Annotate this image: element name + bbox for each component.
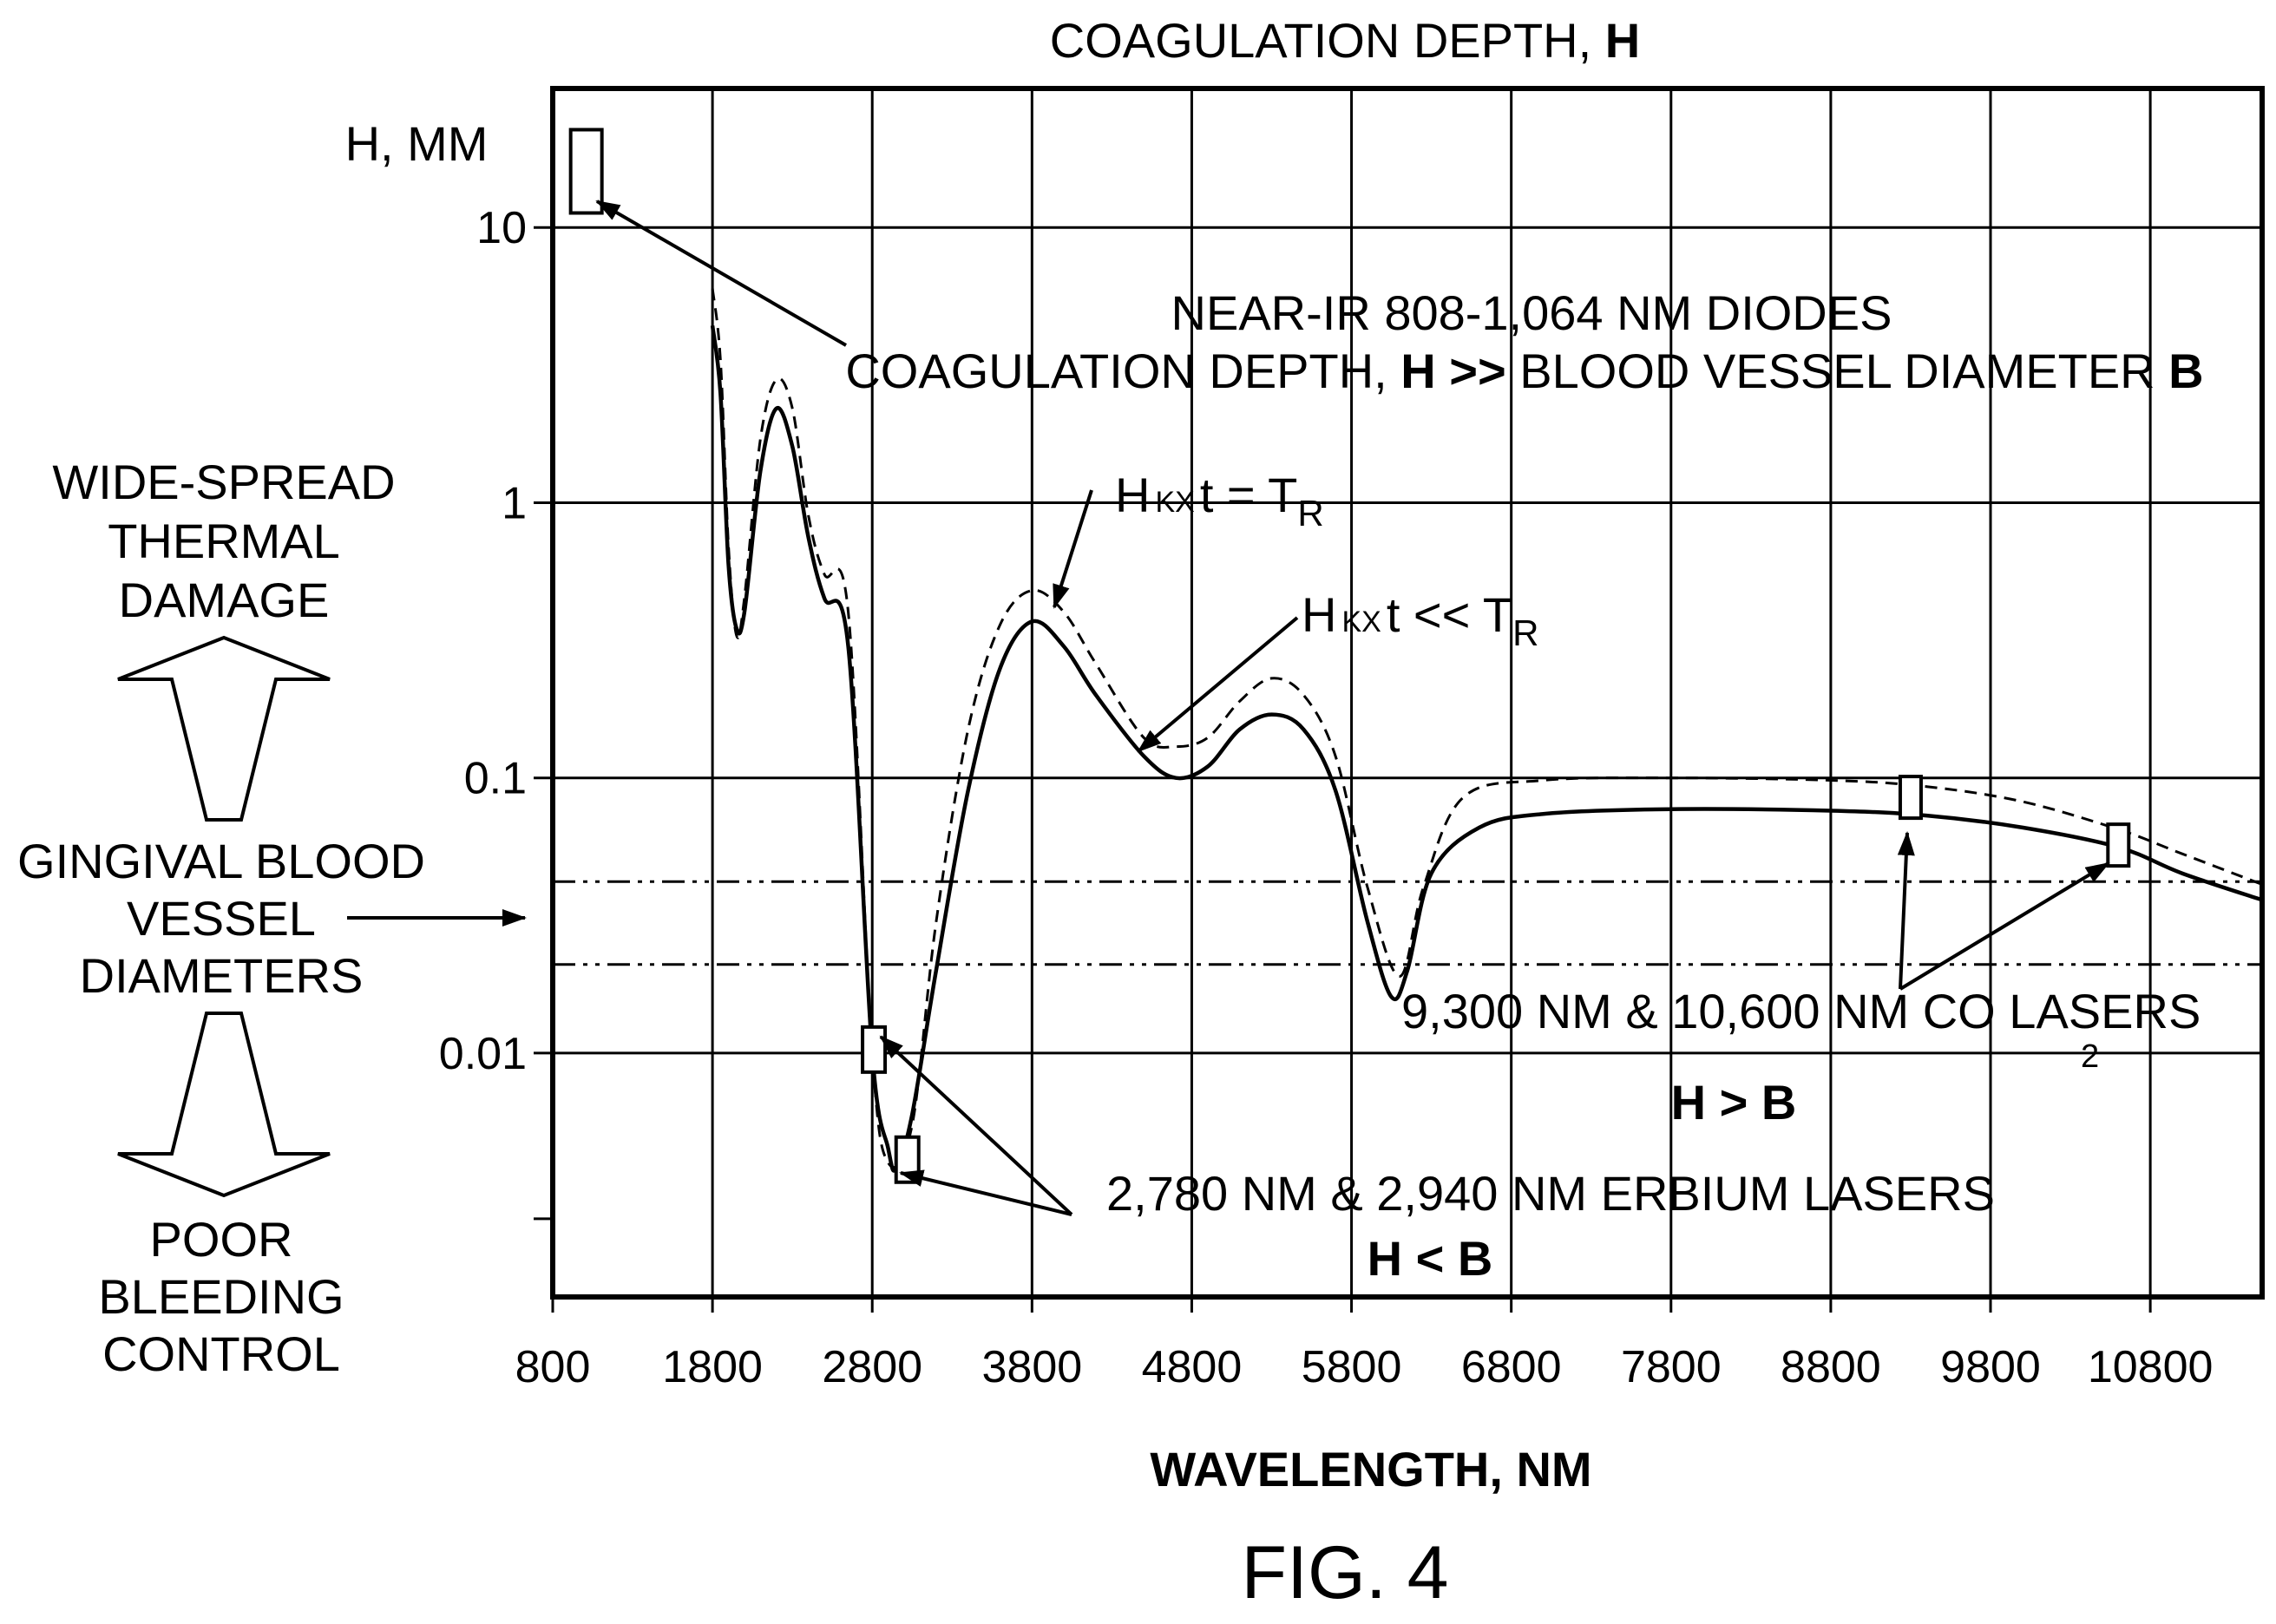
- co2-lasers-label: 9,300 NM & 10,600 NM CO LASERS: [1401, 984, 2201, 1038]
- erbium-arrow-2780: [879, 1035, 1073, 1216]
- x-tick-label-10800: 10800: [2088, 1342, 2214, 1392]
- hkxt-much-less-arrow: [1137, 616, 1299, 753]
- laser-marker-2810: [861, 1025, 888, 1074]
- x-axis-label: WAVELENGTH, NM: [1150, 1442, 1591, 1496]
- svg-text:CONTROL: CONTROL: [102, 1326, 340, 1381]
- diodes-arrow: [595, 200, 848, 347]
- grid: [553, 88, 2262, 1297]
- laser-markers: [568, 128, 2131, 1184]
- vessel-diameter-bands: [553, 880, 2262, 966]
- hkxt-equal-arrow: [1053, 489, 1093, 609]
- diodes-annotation-line1: NEAR-IR 808-1,064 NM DIODES: [1171, 285, 1892, 340]
- y-tick-label-10: 10: [476, 203, 527, 253]
- x-tick-label-800: 800: [515, 1342, 591, 1392]
- figure-caption: FIG. 4: [1242, 1531, 1449, 1614]
- h-greater-than-b: H > B: [1671, 1075, 1797, 1130]
- poor-bleeding-down-arrow: [117, 1012, 331, 1198]
- tick-labels: 800 1800 2800 3800 4800 5800 6800 7800 8800 9800 1…: [439, 203, 2214, 1392]
- x-tick-label-8800: 8800: [1781, 1342, 1881, 1392]
- co2-subscript: 2: [2081, 1038, 2099, 1075]
- svg-text:DIAMETERS: DIAMETERS: [80, 948, 364, 1003]
- x-tick-label-3800: 3800: [981, 1342, 1082, 1392]
- x-tick-label-1800: 1800: [662, 1342, 763, 1392]
- hkxt-much-less-label: H KX t << TR: [1302, 587, 1538, 653]
- y-tick-label-0.01: 0.01: [439, 1029, 527, 1079]
- h-less-than-b: H < B: [1368, 1231, 1493, 1286]
- y-axis-unit-label: H, MM: [345, 116, 489, 171]
- hkxt-equal-label: H KX t = TR: [1115, 468, 1324, 534]
- left-label-bottom: POOR BLEEDING CONTROL: [98, 1212, 344, 1381]
- laser-marker-10600: [2106, 822, 2131, 868]
- svg-text:BLEEDING: BLEEDING: [98, 1269, 344, 1324]
- svg-text:GINGIVAL BLOOD: GINGIVAL BLOOD: [17, 834, 425, 888]
- co2-arrow-9300: [1897, 831, 1915, 990]
- left-label-middle: GINGIVAL BLOOD VESSEL DIAMETERS: [17, 834, 425, 1003]
- svg-text:VESSEL: VESSEL: [127, 891, 316, 946]
- curve-solid: [710, 325, 2263, 1173]
- x-tick-label-7800: 7800: [1621, 1342, 1722, 1392]
- svg-text:THERMAL: THERMAL: [108, 514, 340, 568]
- x-tick-label-4800: 4800: [1142, 1342, 1243, 1392]
- erbium-arrow-2940: [899, 1169, 1072, 1216]
- x-tick-label-6800: 6800: [1461, 1342, 1562, 1392]
- svg-text:DAMAGE: DAMAGE: [119, 573, 330, 627]
- co2-arrow-10600: [1899, 861, 2110, 991]
- erbium-lasers-label: 2,780 NM & 2,940 NM ERBIUM LASERS: [1106, 1166, 1995, 1221]
- left-label-top: WIDE-SPREAD THERMAL DAMAGE: [52, 455, 395, 627]
- y-tick-label-0.1: 0.1: [464, 754, 527, 804]
- x-tick-label-5800: 5800: [1302, 1342, 1402, 1392]
- plot-frame: [550, 86, 2265, 1300]
- thermal-damage-up-arrow: [117, 635, 331, 822]
- chart-title: COAGULATION DEPTH, H: [1050, 13, 1640, 68]
- y-tick-label-1: 1: [502, 478, 527, 528]
- laser-marker-9300: [1898, 775, 1923, 821]
- diodes-annotation-line2: COAGULATION DEPTH, H >> BLOOD VESSEL DIA…: [845, 344, 2203, 398]
- svg-text:POOR: POOR: [150, 1212, 293, 1267]
- x-tick-label-2800: 2800: [822, 1342, 922, 1392]
- laser-marker-1010: [568, 128, 604, 215]
- svg-text:WIDE-SPREAD: WIDE-SPREAD: [52, 455, 395, 509]
- x-tick-label-9800: 9800: [1940, 1342, 2041, 1392]
